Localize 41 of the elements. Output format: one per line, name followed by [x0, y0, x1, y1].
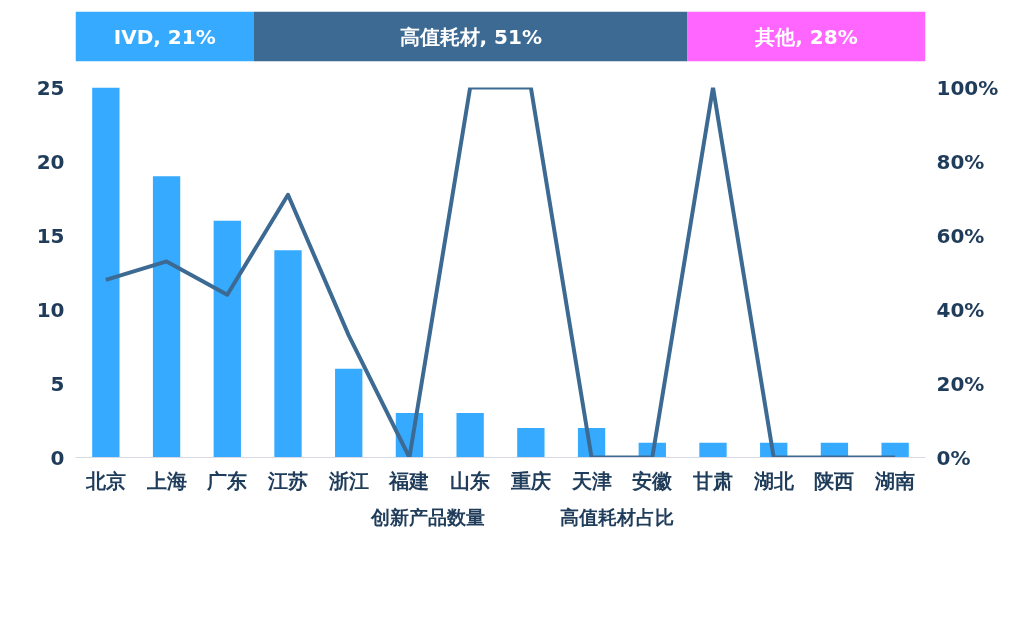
- x-tick-label: 北京: [84, 468, 126, 493]
- y2-tick-label: 0%: [936, 445, 971, 470]
- x-tick-label: 山东: [450, 468, 491, 493]
- y-tick-label: 0: [50, 445, 65, 470]
- x-tick-label: 甘肃: [692, 468, 733, 493]
- bar: [274, 250, 302, 458]
- x-tick-label: 江苏: [267, 468, 308, 493]
- data-label: 高值耗材, 51%: [399, 24, 542, 49]
- y2-tick-label: 60%: [936, 223, 985, 248]
- y-tick-label: 20: [36, 149, 65, 174]
- x-tick-label: 浙江: [327, 468, 369, 493]
- x-tick-label: 安徽: [632, 468, 674, 493]
- x-tick-label: 重庆: [509, 468, 551, 493]
- bar: [517, 427, 545, 458]
- x-tick-label: 广东: [206, 468, 248, 493]
- y-tick-label: 10: [36, 297, 65, 322]
- y2-tick-label: 100%: [936, 75, 999, 100]
- bar: [92, 87, 120, 458]
- y-tick-label: 15: [36, 223, 65, 248]
- x-tick-label: 湖北: [752, 468, 795, 493]
- y2-tick-label: 40%: [936, 297, 985, 322]
- bar: [152, 176, 181, 458]
- y-tick-label: 25: [36, 75, 65, 100]
- bar: [456, 413, 484, 458]
- x-tick-label: 上海: [145, 468, 187, 493]
- text: 创新产品数量: [371, 505, 485, 530]
- bar: [881, 442, 909, 458]
- y-tick-label: 5: [50, 371, 65, 396]
- x-tick-label: 福建: [388, 468, 430, 493]
- y2-tick-label: 20%: [936, 371, 985, 396]
- x-tick-label: 陕西: [814, 468, 855, 493]
- data-label: 其他, 28%: [754, 24, 858, 49]
- text: 高值耗材占比: [560, 505, 674, 530]
- bar: [335, 368, 363, 458]
- data-label: IVD, 21%: [113, 24, 216, 49]
- x-tick-label: 天津: [570, 468, 612, 493]
- x-tick-label: 湖南: [874, 468, 916, 493]
- line-series: [103, 87, 898, 458]
- bar: [699, 442, 727, 458]
- y2-tick-label: 80%: [936, 149, 985, 174]
- bar: [213, 220, 241, 458]
